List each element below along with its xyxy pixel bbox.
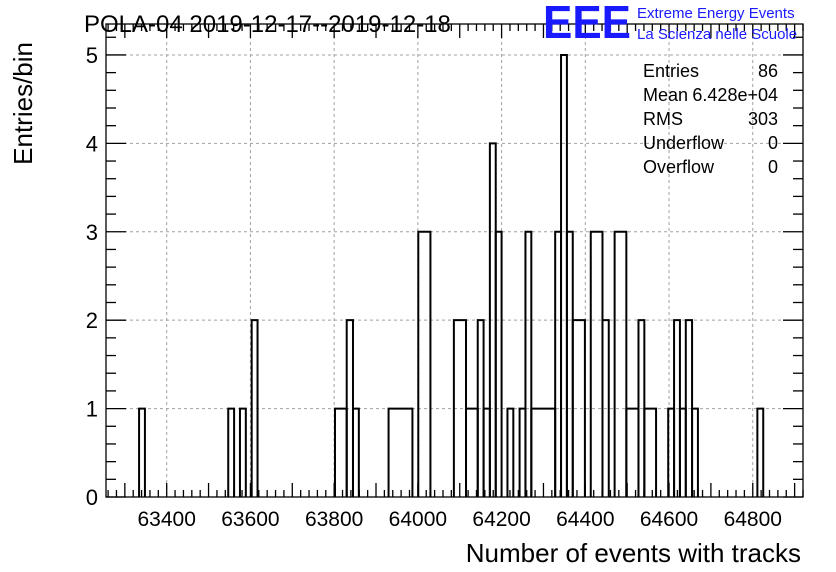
histogram-bin xyxy=(625,407,640,497)
logo-mark: EEE xyxy=(543,0,631,48)
logo-line-2: La Scienza nelle Scuole xyxy=(637,26,797,43)
logo-line-1: Extreme Energy Events xyxy=(637,5,795,22)
histogram-bin xyxy=(643,407,658,497)
histogram-bin xyxy=(138,407,146,497)
x-tick-label: 64200 xyxy=(472,508,530,531)
x-tick-label: 63400 xyxy=(137,508,195,531)
x-tick-label: 64000 xyxy=(389,508,447,531)
y-tick-label: 1 xyxy=(86,397,98,422)
histogram-bin xyxy=(351,407,360,497)
x-axis-ticks: 63400 63600 63800 64000 64200 64400 64600 64800 xyxy=(107,24,804,531)
histogram-bin xyxy=(756,407,765,497)
histogram-bars xyxy=(138,53,765,497)
stats-label: RMS xyxy=(643,109,683,129)
histogram-bin xyxy=(250,319,259,497)
y-axis-label: Entries/bin xyxy=(8,42,38,165)
histogram-bin xyxy=(465,407,479,497)
x-axis-label: Number of events with tracks xyxy=(466,538,801,568)
histogram-bin xyxy=(613,230,628,497)
eee-logo: EEE Extreme Energy Events La Scienza nel… xyxy=(543,0,797,48)
y-tick-label: 2 xyxy=(86,308,98,333)
stats-value: 86 xyxy=(758,61,778,81)
x-tick-label: 63800 xyxy=(305,508,363,531)
x-tick-label: 64400 xyxy=(556,508,614,531)
histogram-bin xyxy=(524,230,533,497)
histogram-bin xyxy=(333,407,348,497)
chart-title: POLA-04 2019-12-17--2019-12-18 xyxy=(84,11,451,38)
x-tick-label: 64800 xyxy=(724,508,782,531)
histogram-bin xyxy=(417,230,432,497)
stats-box: Entries 86 Mean 6.428e+04 RMS 303 Underflow 0 Ov… xyxy=(643,61,778,177)
histogram-bin xyxy=(571,319,586,497)
y-tick-label: 3 xyxy=(86,220,98,245)
histogram-bin xyxy=(589,230,604,497)
y-tick-label: 4 xyxy=(86,131,98,156)
histogram-bin xyxy=(227,407,236,497)
histogram-bin xyxy=(494,230,503,497)
y-tick-label: 0 xyxy=(86,485,98,510)
histogram-bin xyxy=(506,407,515,497)
x-tick-label: 63600 xyxy=(221,508,279,531)
histogram-bin xyxy=(691,407,699,497)
plot-frame xyxy=(105,23,804,498)
y-axis-ticks: 0 1 2 3 4 5 xyxy=(86,36,803,510)
stats-label: Mean xyxy=(643,85,688,105)
y-tick-label: 5 xyxy=(86,43,98,68)
stats-value: 0 xyxy=(768,157,778,177)
stats-label: Overflow xyxy=(643,157,715,177)
histogram-bin xyxy=(387,407,414,497)
stats-value: 6.428e+04 xyxy=(692,85,778,105)
histogram-bin xyxy=(238,407,247,497)
histogram-bin xyxy=(601,319,610,497)
stats-value: 0 xyxy=(768,133,778,153)
stats-label: Underflow xyxy=(643,133,725,153)
stats-label: Entries xyxy=(643,61,699,81)
stats-value: 303 xyxy=(748,109,778,129)
x-tick-label: 64600 xyxy=(640,508,698,531)
